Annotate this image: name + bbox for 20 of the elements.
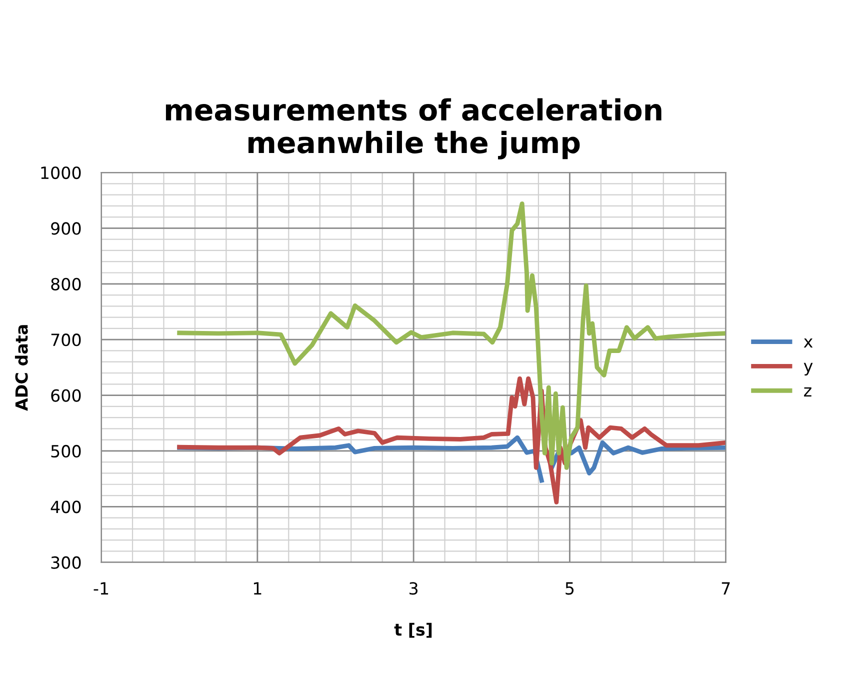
x-tick-label: 1 — [254, 582, 262, 594]
y-tick-label: 700 — [51, 334, 81, 346]
y-tick-label: 1000 — [41, 166, 81, 180]
x-axis-title: t [s] — [394, 622, 432, 638]
legend-label: x — [804, 338, 813, 348]
y-tick-label: 300 — [51, 556, 81, 569]
y-tick-label: 500 — [51, 444, 81, 458]
chart-title: measurements of acceleration meanwhile the jump — [166, 98, 662, 160]
x-tick-label: 5 — [566, 582, 574, 595]
y-tick-label: 400 — [50, 500, 81, 514]
x-tick-label: 3 — [410, 582, 418, 595]
y-tick-label: 800 — [51, 278, 81, 290]
y-tick-label: 600 — [51, 389, 81, 402]
legend-label: y — [804, 362, 813, 376]
legend-label: z — [804, 387, 812, 396]
y-axis-title: ADC data — [14, 325, 28, 411]
x-tick-label: 7 — [722, 582, 730, 594]
y-tick-label: 900 — [51, 222, 81, 235]
x-tick-label: -1 — [94, 582, 108, 594]
line-series — [177, 201, 726, 470]
